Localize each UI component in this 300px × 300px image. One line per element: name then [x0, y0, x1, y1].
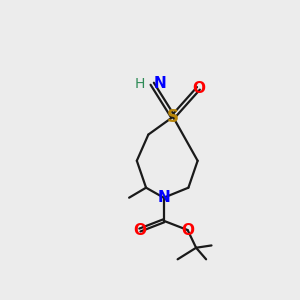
- Text: O: O: [192, 81, 205, 96]
- Text: S: S: [167, 108, 179, 126]
- Text: O: O: [134, 223, 146, 238]
- Text: H: H: [135, 77, 145, 91]
- Text: O: O: [181, 223, 194, 238]
- Text: N: N: [154, 76, 167, 91]
- Text: N: N: [158, 190, 170, 205]
